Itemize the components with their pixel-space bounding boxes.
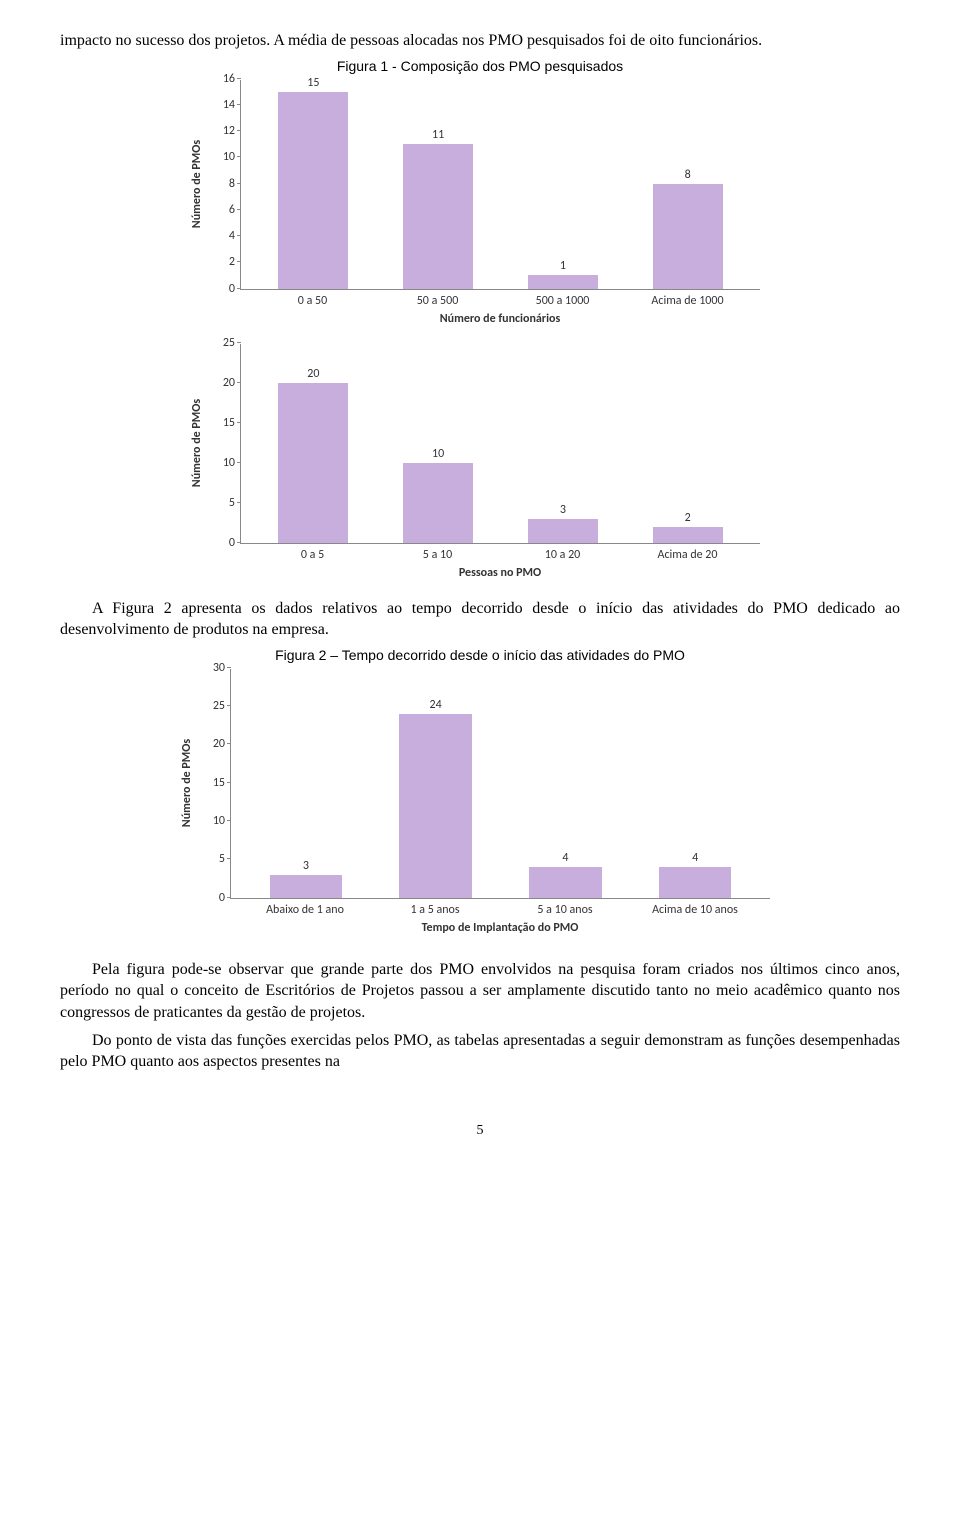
chart-bar-value: 1	[560, 259, 566, 273]
chart-plot-area: Número de PMOs0510152025201032	[240, 344, 760, 544]
chart-y-tick: 10	[213, 814, 231, 828]
chart-y-tick: 10	[223, 150, 241, 164]
chart-bar: 11	[403, 144, 473, 288]
chart-bar-value: 3	[303, 859, 309, 873]
chart-x-label: 500 a 1000	[500, 294, 625, 308]
end-paragraph-2: Do ponto de vista das funções exercidas …	[60, 1030, 900, 1073]
chart-bar-value: 10	[432, 447, 444, 461]
chart-bar: 4	[529, 867, 602, 898]
chart-y-axis-title: Número de PMOs	[190, 140, 204, 228]
chart2: Número de PMOs05101520252010320 a 55 a 1…	[180, 344, 780, 580]
chart-bar-value: 8	[685, 168, 691, 182]
chart-bar: 10	[403, 463, 473, 543]
chart-bar-value: 4	[562, 851, 568, 865]
chart-bar-value: 15	[307, 76, 319, 90]
chart-bar: 20	[278, 383, 348, 543]
chart-y-tick: 5	[219, 852, 231, 866]
chart-y-tick: 12	[223, 124, 241, 138]
chart-y-axis-title: Número de PMOs	[190, 399, 204, 487]
chart-bar-value: 24	[430, 698, 442, 712]
chart-y-tick: 10	[223, 456, 241, 470]
chart-bar-value: 3	[560, 503, 566, 517]
chart-x-label: 50 a 500	[375, 294, 500, 308]
chart-y-tick: 25	[223, 336, 241, 350]
chart-x-axis-title: Tempo de Implantação do PMO	[230, 921, 770, 935]
chart-y-tick: 0	[229, 536, 241, 550]
chart-x-label: 0 a 50	[250, 294, 375, 308]
chart-bar-value: 2	[685, 511, 691, 525]
chart-y-tick: 0	[229, 282, 241, 296]
chart-y-tick: 15	[213, 776, 231, 790]
chart-x-label: 5 a 10	[375, 548, 500, 562]
chart-x-label: 10 a 20	[500, 548, 625, 562]
chart-y-tick: 8	[229, 177, 241, 191]
chart-x-label: Acima de 10 anos	[630, 903, 760, 917]
page-number: 5	[60, 1123, 900, 1139]
chart-x-axis-title: Pessoas no PMO	[240, 566, 760, 580]
chart-y-tick: 15	[223, 416, 241, 430]
chart-x-label: Acima de 1000	[625, 294, 750, 308]
chart-bar-value: 4	[692, 851, 698, 865]
chart3: Número de PMOs05101520253032444Abaixo de…	[170, 669, 790, 935]
chart-y-tick: 2	[229, 255, 241, 269]
chart-y-tick: 16	[223, 72, 241, 86]
chart-bar-value: 20	[307, 367, 319, 381]
chart1-title: Figura 1 - Composição dos PMO pesquisado…	[60, 58, 900, 74]
chart-bar: 3	[270, 875, 343, 898]
chart-y-tick: 5	[229, 496, 241, 510]
chart-plot-area: Número de PMOs0246810121416151118	[240, 80, 760, 290]
chart3-title: Figura 2 – Tempo decorrido desde o iníci…	[60, 647, 900, 663]
mid-paragraph: A Figura 2 apresenta os dados relativos …	[60, 598, 900, 641]
chart1: Número de PMOs02468101214161511180 a 505…	[180, 80, 780, 326]
chart-x-label: 1 a 5 anos	[370, 903, 500, 917]
chart-plot-area: Número de PMOs05101520253032444	[230, 669, 770, 899]
chart-bar: 3	[528, 519, 598, 543]
chart-y-tick: 20	[223, 376, 241, 390]
intro-paragraph: impacto no sucesso dos projetos. A média…	[60, 30, 900, 52]
chart-x-axis-title: Número de funcionários	[240, 312, 760, 326]
chart-bar: 15	[278, 92, 348, 289]
chart-y-tick: 14	[223, 98, 241, 112]
chart-y-tick: 20	[213, 737, 231, 751]
chart-bar: 2	[653, 527, 723, 543]
chart-bar: 4	[659, 867, 732, 898]
end-paragraph-1: Pela figura pode-se observar que grande …	[60, 959, 900, 1024]
chart-y-tick: 0	[219, 891, 231, 905]
chart-x-label: Abaixo de 1 ano	[240, 903, 370, 917]
chart-bar: 1	[528, 275, 598, 288]
chart-x-label: 5 a 10 anos	[500, 903, 630, 917]
chart-bar: 8	[653, 184, 723, 289]
chart-y-tick: 30	[213, 661, 231, 675]
chart-y-tick: 4	[229, 229, 241, 243]
chart-x-label: 0 a 5	[250, 548, 375, 562]
chart-bar-value: 11	[432, 128, 444, 142]
chart-x-label: Acima de 20	[625, 548, 750, 562]
chart-bar: 24	[399, 714, 472, 898]
chart-y-tick: 25	[213, 699, 231, 713]
chart-y-tick: 6	[229, 203, 241, 217]
chart-y-axis-title: Número de PMOs	[180, 739, 194, 827]
